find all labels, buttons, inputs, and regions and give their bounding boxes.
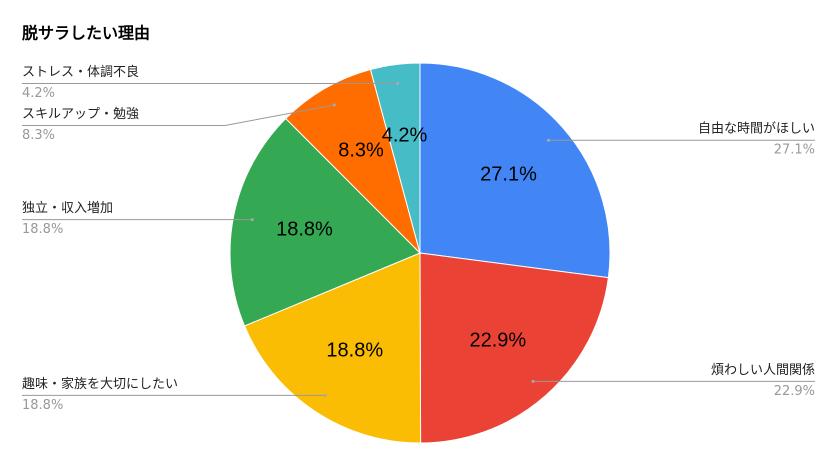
- legend-label: 煩わしい人間関係: [711, 363, 815, 378]
- slice-label: 8.3%: [338, 139, 384, 161]
- chart-title: 脱サラしたい理由: [22, 24, 150, 43]
- pie-slice: [369, 62, 421, 254]
- leader-dot: [531, 379, 535, 383]
- legend-value: 8.3%: [22, 128, 55, 143]
- slice-label: 22.9%: [469, 330, 526, 352]
- slice-label: 18.8%: [276, 218, 333, 240]
- leader-dot: [250, 218, 254, 222]
- slice-label: 18.8%: [326, 339, 383, 361]
- legend-value: 18.8%: [22, 398, 63, 413]
- legend-value: 18.8%: [22, 222, 63, 237]
- slice-label: 4.2%: [382, 125, 428, 147]
- pie-slice: [243, 252, 422, 444]
- legend-label: 趣味・家族を大切にしたい: [22, 376, 178, 392]
- pie-slice: [419, 62, 611, 279]
- legend-value: 4.2%: [22, 86, 55, 101]
- legend-value: 22.9%: [774, 384, 815, 399]
- leader-dot: [396, 81, 400, 85]
- legend-label: 自由な時間がほしい: [698, 122, 815, 137]
- legend-value: 27.1%: [774, 143, 815, 158]
- pie-slice: [419, 252, 609, 444]
- legend-label: スキルアップ・勉強: [22, 107, 139, 122]
- slice-label: 27.1%: [480, 164, 537, 186]
- legend-label: ストレス・体調不良: [22, 64, 139, 80]
- pie-slice: [229, 117, 421, 327]
- legend-label: 独立・収入増加: [22, 201, 113, 216]
- pie-slice: [285, 68, 421, 255]
- leader-line: [224, 104, 335, 126]
- leader-dot: [332, 103, 336, 107]
- leader-dot: [547, 138, 551, 142]
- leader-dot: [323, 393, 327, 397]
